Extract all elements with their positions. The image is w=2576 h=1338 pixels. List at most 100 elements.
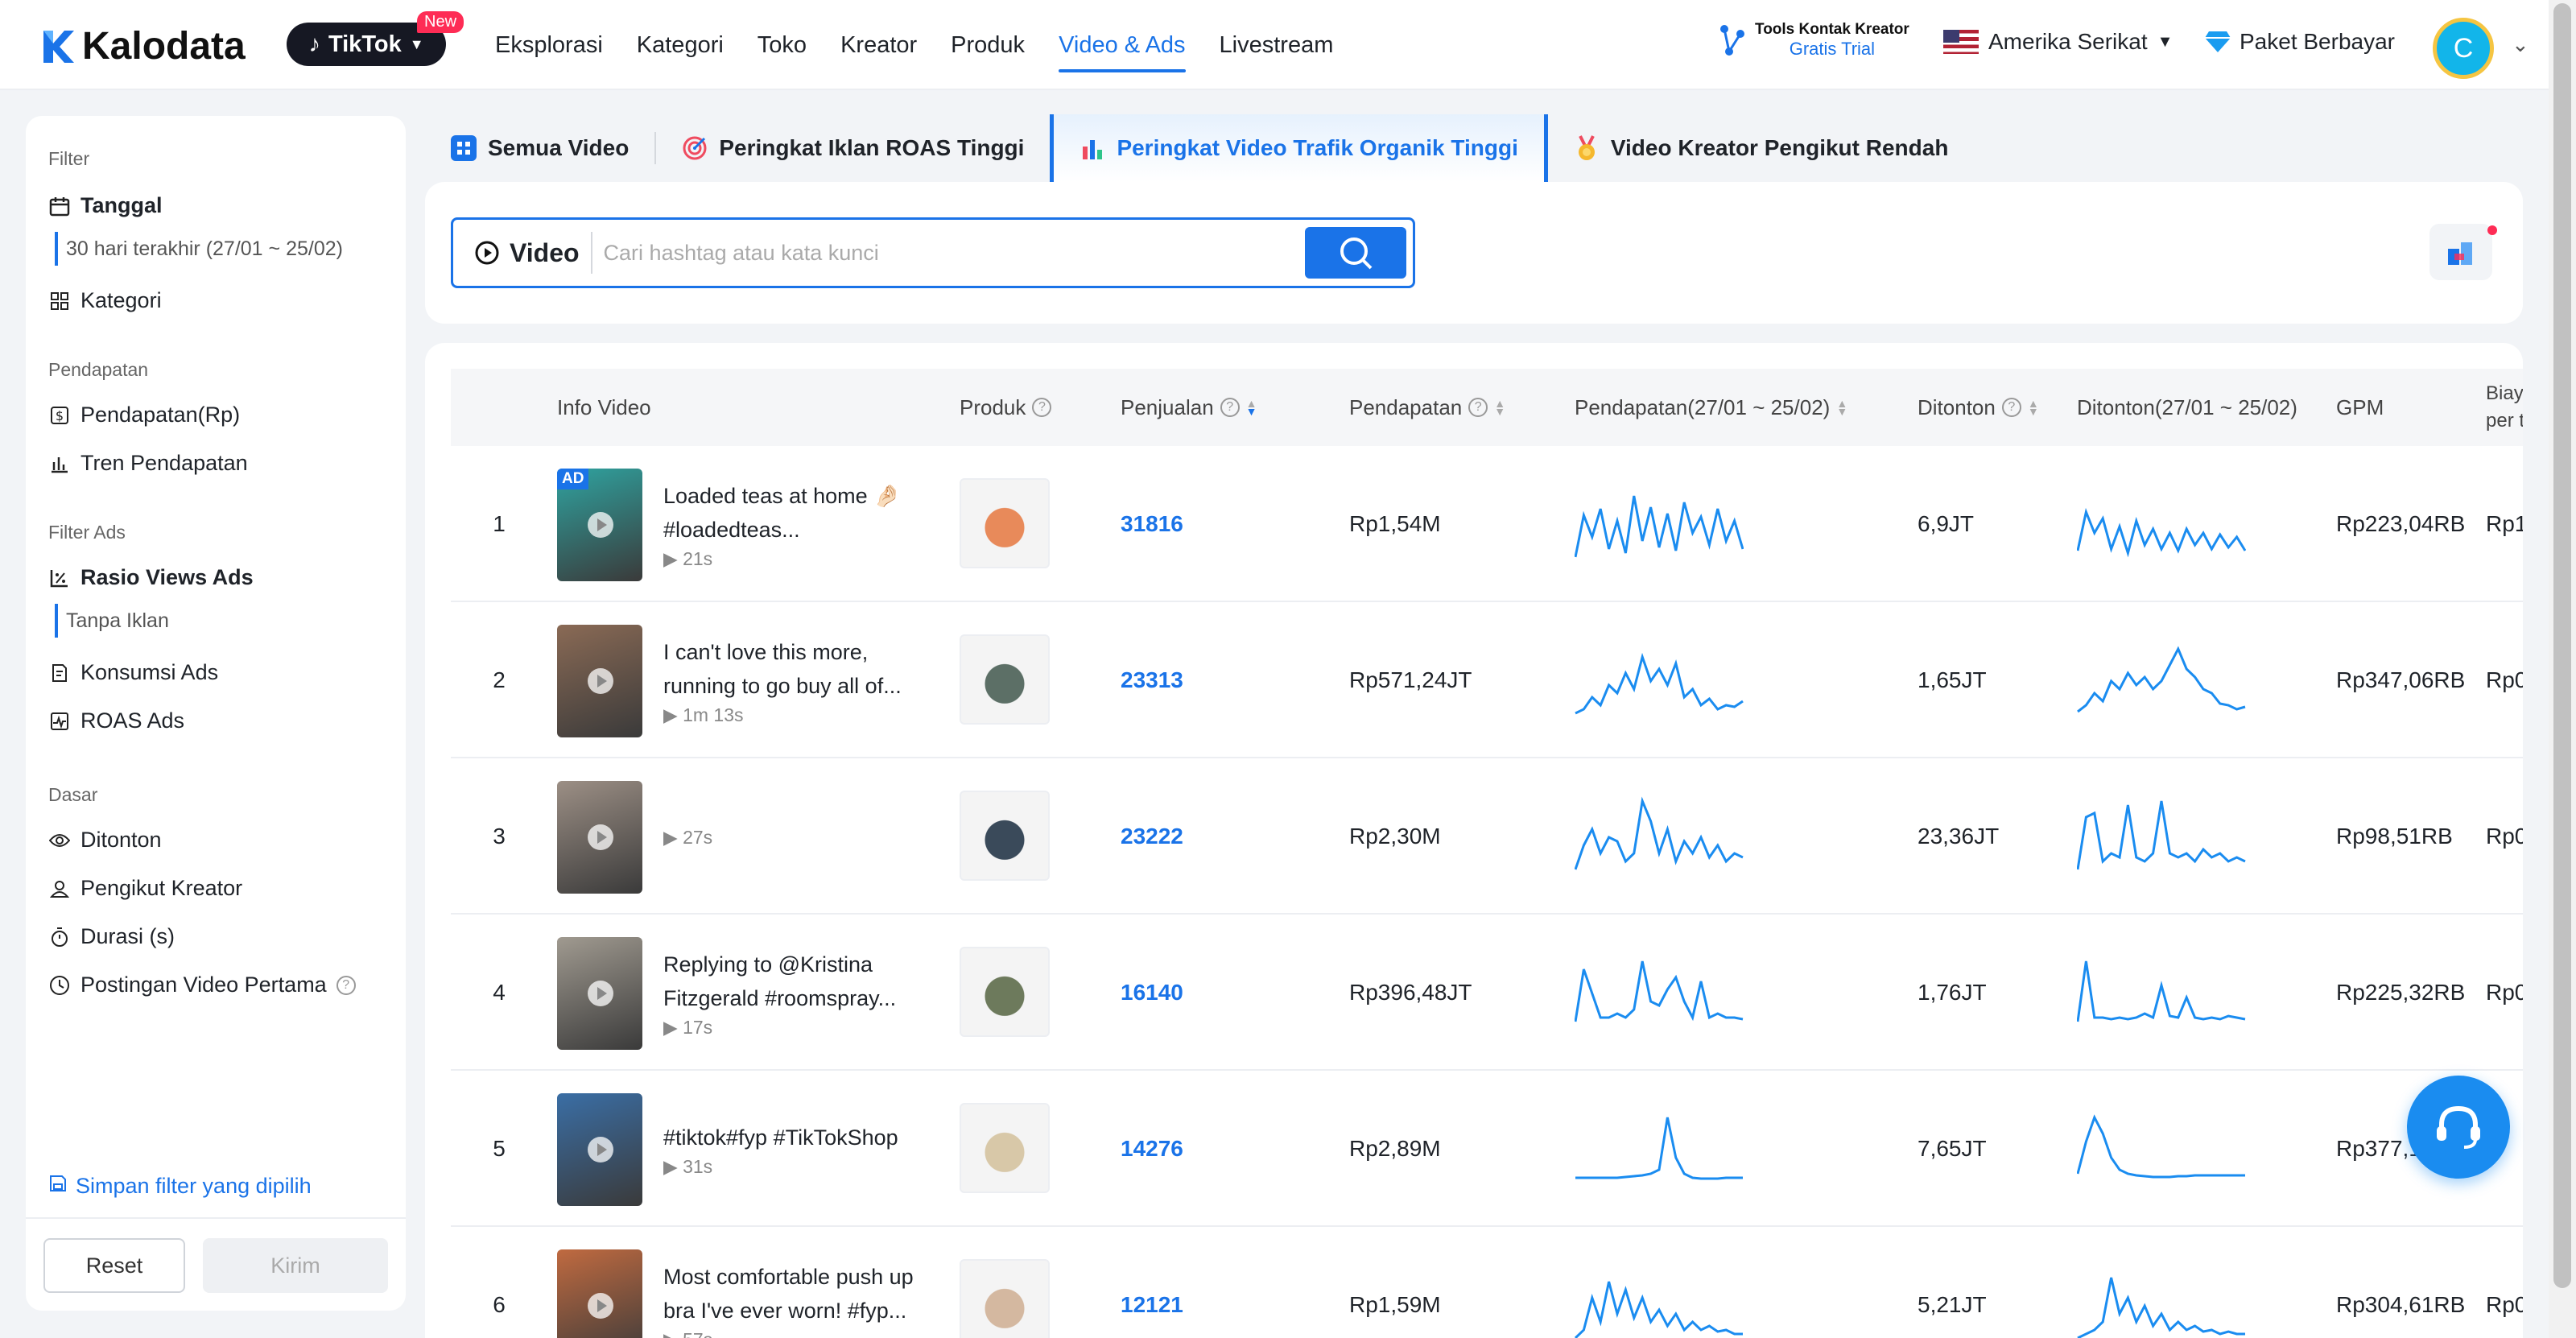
views-value: 6,9JT (1918, 511, 1975, 536)
video-thumbnail[interactable] (557, 625, 642, 737)
paid-plan-button[interactable]: Paket Berbayar (2204, 29, 2395, 55)
tanggal-value[interactable]: 30 hari terakhir (27/01 ~ 25/02) (55, 232, 343, 266)
biaya-value: Rp0 (2486, 824, 2523, 849)
nav-eksplorasi[interactable]: Eksplorasi (495, 31, 603, 58)
row-rank: 6 (493, 1292, 506, 1317)
reset-button[interactable]: Reset (43, 1238, 185, 1293)
sort-icon[interactable]: ▲ ▼ (1836, 397, 1848, 418)
search-input[interactable] (592, 240, 1305, 266)
filter-roas-ads[interactable]: ROAS Ads (48, 708, 184, 733)
tab-trafik-label: Peringkat Video Trafik Organik Tinggi (1117, 135, 1518, 160)
product-thumbnail[interactable] (960, 1259, 1050, 1338)
video-thumbnail[interactable] (557, 937, 642, 1050)
save-icon (48, 1174, 68, 1199)
sales-value[interactable]: 23222 (1121, 824, 1183, 849)
sales-value[interactable]: 31816 (1121, 511, 1183, 536)
table-row[interactable]: 3 ▶ 27s 23222 Rp2,30M 23,36JT Rp98,51RB Rp0 (451, 758, 2523, 915)
table-row[interactable]: 2 I can't love this more, running to go bu… (451, 602, 2523, 758)
video-info[interactable]: I can't love this more, running to go buy… (663, 602, 937, 758)
filter-ditonton[interactable]: Ditonton (48, 828, 162, 853)
gpm-value: Rp225,32RB (2336, 980, 2466, 1005)
nav-produk[interactable]: Produk (951, 31, 1026, 58)
filter-pendapatan[interactable]: $ Pendapatan(Rp) (48, 403, 240, 427)
video-info[interactable]: Loaded teas at home 🤌🏻 #loadedteas... ▶ 21… (663, 446, 937, 602)
nav-livestream[interactable]: Livestream (1219, 31, 1334, 58)
nav-kreator[interactable]: Kreator (840, 31, 918, 58)
filter-ditonton-label: Ditonton (80, 828, 162, 852)
sort-icon[interactable]: ▲ ▼ (1494, 397, 1506, 418)
tab-trafik-organik[interactable]: Peringkat Video Trafik Organik Tinggi (1050, 114, 1548, 182)
nav-toko[interactable]: Toko (757, 31, 807, 58)
nav-video-ads[interactable]: Video & Ads (1059, 0, 1187, 90)
rasio-value[interactable]: Tanpa Iklan (55, 604, 169, 638)
filter-konsumsi-ads[interactable]: Konsumsi Ads (48, 660, 218, 685)
search-button[interactable] (1305, 227, 1406, 279)
col-ditonton[interactable]: Ditonton? ▲ ▼ (1918, 369, 2039, 446)
chevron-down-icon[interactable]: ⌄ (2512, 32, 2529, 56)
duration-value: 27s (683, 826, 713, 848)
tab-semua-video[interactable]: Semua Video (425, 114, 654, 182)
sales-value[interactable]: 12121 (1121, 1292, 1183, 1317)
video-info[interactable]: #tiktok#fyp #TikTokShop ▶ 31s (663, 1071, 937, 1227)
creator-contact-tools[interactable]: Tools Kontak Kreator Gratis Trial (1718, 21, 1909, 60)
help-icon[interactable]: ? (1468, 398, 1488, 417)
row-rank: 2 (493, 667, 506, 692)
video-thumbnail[interactable] (557, 1093, 642, 1206)
avatar[interactable]: C (2433, 18, 2494, 79)
kalodata-logo[interactable]: Kalodata (40, 24, 246, 68)
filter-postingan-pertama[interactable]: Postingan Video Pertama ? (48, 973, 356, 997)
nav-kategori[interactable]: Kategori (636, 31, 724, 58)
sales-value[interactable]: 23313 (1121, 667, 1183, 692)
product-thumbnail[interactable] (960, 1103, 1050, 1193)
filter-rasio-views-ads[interactable]: Rasio Views Ads (48, 565, 254, 590)
video-thumbnail[interactable] (557, 1249, 642, 1338)
customer-support-button[interactable] (2407, 1076, 2510, 1179)
table-row[interactable]: 4 Replying to @Kristina Fitzgerald #roomsp… (451, 915, 2523, 1071)
col-pendapatan[interactable]: Pendapatan? ▲ ▼ (1349, 369, 1505, 446)
video-info[interactable]: Replying to @Kristina Fitzgerald #roomspr… (663, 915, 937, 1071)
col-penjualan[interactable]: Penjualan? ▲ ▼ (1121, 369, 1257, 446)
revenue-trend-line (1575, 796, 1744, 870)
tab-pengikut-rendah[interactable]: Video Kreator Pengikut Rendah (1548, 114, 1975, 182)
video-thumbnail[interactable]: AD (557, 469, 642, 581)
help-icon[interactable]: ? (2001, 398, 2021, 417)
kirim-button[interactable]: Kirim (203, 1238, 388, 1293)
product-thumbnail[interactable] (960, 478, 1050, 568)
video-title-line-2: bra I've ever worn! #fyp... (663, 1298, 907, 1323)
video-thumbnail[interactable] (557, 781, 642, 894)
tab-roas-tinggi[interactable]: Peringkat Iklan ROAS Tinggi (656, 114, 1050, 182)
compare-tool-button[interactable] (2429, 224, 2492, 280)
filter-kategori[interactable]: Kategori (48, 288, 162, 313)
product-thumbnail[interactable] (960, 791, 1050, 881)
filter-pengikut-kreator[interactable]: Pengikut Kreator (48, 876, 242, 901)
views-trend-sparkline (2077, 1277, 2245, 1338)
sort-icon[interactable]: ▲ ▼ (1245, 397, 1257, 418)
video-duration: ▶ 31s (663, 1156, 937, 1178)
tools-trial: Gratis Trial (1789, 39, 1876, 59)
filter-tren-pendapatan[interactable]: Tren Pendapatan (48, 451, 248, 476)
sort-icon[interactable]: ▲ ▼ (2027, 397, 2039, 418)
video-info[interactable]: Most comfortable push up bra I've ever wo… (663, 1227, 937, 1338)
sales-value[interactable]: 14276 (1121, 1136, 1183, 1161)
scrollbar-thumb[interactable] (2553, 3, 2571, 1288)
col-pendapatan-trend[interactable]: Pendapatan(27/01 ~ 25/02) ▲ ▼ (1575, 369, 1847, 446)
product-thumbnail[interactable] (960, 634, 1050, 725)
save-filter-link[interactable]: Simpan filter yang dipilih (48, 1174, 312, 1199)
row-rank: 4 (493, 980, 506, 1005)
help-icon[interactable]: ? (336, 975, 356, 995)
filter-tanggal[interactable]: Tanggal (48, 193, 163, 218)
region-selector[interactable]: Amerika Serikat ▼ (1943, 29, 2173, 55)
filter-kategori-label: Kategori (80, 288, 162, 312)
video-title-line-1: Loaded teas at home 🤌🏻 (663, 483, 901, 508)
revenue-trend-sparkline (1575, 1117, 1743, 1180)
search-type-selector[interactable]: Video (453, 232, 592, 274)
product-thumbnail[interactable] (960, 947, 1050, 1037)
table-row[interactable]: 6 Most comfortable push up bra I've ever w… (451, 1227, 2523, 1338)
sales-value[interactable]: 16140 (1121, 980, 1183, 1005)
help-icon[interactable]: ? (1032, 398, 1052, 417)
table-row[interactable]: 1 AD Loaded teas at home 🤌🏻 #loadedteas... ▶… (451, 446, 2523, 602)
filter-durasi[interactable]: Durasi (s) (48, 924, 175, 949)
help-icon[interactable]: ? (1220, 398, 1240, 417)
video-info[interactable]: ▶ 27s (663, 758, 937, 915)
table-row[interactable]: 5 #tiktok#fyp #TikTokShop ▶ 31s 14276 Rp2,89… (451, 1071, 2523, 1227)
